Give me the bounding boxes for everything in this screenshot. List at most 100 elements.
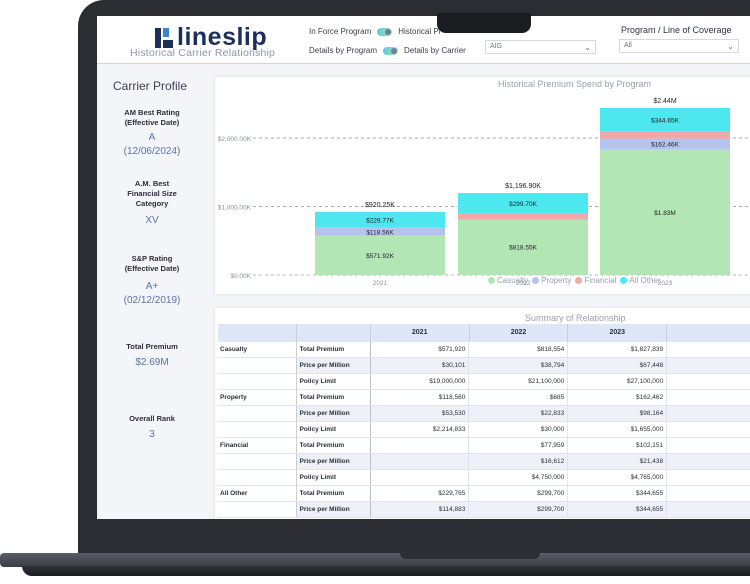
row-metric-label: Total Premium <box>295 342 371 357</box>
row-group-label <box>218 374 296 389</box>
data-label: $1.83M <box>654 210 676 217</box>
legend-label: Financial <box>584 276 617 285</box>
table-row: Policy Limit $4,750,000 $4,765,000 <box>218 470 750 486</box>
legend-label: Property <box>541 276 572 285</box>
legend-dot-icon <box>488 277 495 284</box>
value-cell: $16,612 <box>469 454 569 469</box>
bar-segment <box>600 149 730 275</box>
premium-spend-chart: Historical Premium Spend by Program $0.0… <box>215 77 750 294</box>
table-title: Summary of Relationship <box>525 313 626 323</box>
sp-rating-date: (02/12/2019) <box>123 295 181 306</box>
year-header[interactable]: 2022 <box>470 324 569 342</box>
total-label: $1,196.90K <box>505 183 541 190</box>
data-label: $344.65K <box>651 117 679 124</box>
value-cell <box>667 374 750 389</box>
am-best-label-sub: (Effective Date) <box>124 118 180 127</box>
table-row: Price per Million $53,530 $22,833 $98,164 <box>218 406 750 422</box>
bar-segment <box>458 218 588 275</box>
header-cell <box>295 324 371 342</box>
row-metric-label: Total Premium <box>295 438 371 453</box>
table-header-row: 2021 2022 2023 <box>218 324 750 342</box>
row-group-label <box>218 470 296 485</box>
am-best-date: (12/06/2024) <box>123 146 181 157</box>
row-group-label: Financial <box>220 442 249 449</box>
value-cell: $27,100,000 <box>568 374 668 389</box>
total-label: $920.25K <box>365 202 395 209</box>
report-header: lineslip Historical Carrier Relationship… <box>97 16 750 64</box>
value-cell: $229,765 <box>371 486 470 501</box>
summary-table: 2021 2022 2023 Casualty Total Premium $571… <box>218 324 750 518</box>
brand-name: lineslip <box>177 23 268 51</box>
year-header[interactable]: 2021 <box>371 324 470 342</box>
am-best-rating: AM Best Rating (Effective Date) A (12/06… <box>97 108 207 159</box>
total-label: $2.44M <box>653 98 677 105</box>
toggle-switch-icon[interactable] <box>377 27 393 36</box>
legend-item[interactable]: All Other <box>620 276 661 285</box>
value-cell <box>667 422 750 437</box>
value-cell: $38,794 <box>469 358 569 373</box>
coverage-select[interactable]: All ⌄ <box>619 39 739 53</box>
toggle-details-by-program[interactable]: Details by Program Details by Carrier <box>309 46 466 55</box>
financial-size-value: XV <box>145 215 159 226</box>
row-metric-label: Total Premium <box>295 390 371 405</box>
toggle-in-force-program[interactable]: In Force Program Historical Pr <box>309 27 441 36</box>
row-group-label <box>218 406 296 421</box>
bar-segment <box>315 211 445 228</box>
bar-segment <box>315 235 445 275</box>
row-group-label <box>218 422 296 437</box>
brand-logo: lineslip <box>155 23 267 52</box>
coverage-label: Program / Line of Coverage <box>621 25 732 35</box>
chart-legend: Casualty Property Financial All Other <box>488 276 665 285</box>
row-group-label: Property <box>220 394 247 401</box>
toggle-switch-icon[interactable] <box>383 46 399 55</box>
row-group-label <box>218 454 296 469</box>
row-group-label: All Other <box>220 490 248 497</box>
table-row: Price per Million $16,612 $21,438 <box>218 454 750 470</box>
year-header[interactable]: 2023 <box>568 324 668 342</box>
value-cell <box>371 438 470 453</box>
financial-size-category: A.M. Best Financial Size Category XV <box>97 179 207 228</box>
bar-segment <box>458 213 588 219</box>
laptop-base <box>0 553 750 567</box>
chart-canvas: $0.00K $1,000.00K $2,000.00K $571.92K $118.5… <box>218 98 750 287</box>
table-row: Price per Million $114,883 $299,700 $344,65… <box>218 502 750 518</box>
total-premium: Total Premium $2.69M <box>97 342 207 370</box>
value-cell: $114,883 <box>370 502 470 517</box>
value-cell: $1,655,000 <box>568 422 668 437</box>
value-cell <box>371 470 470 485</box>
value-cell: $4,765,000 <box>568 470 668 485</box>
value-cell: $818,554 <box>469 342 569 357</box>
value-cell: $53,530 <box>370 406 470 421</box>
value-cell <box>667 342 750 357</box>
row-metric-label: Price per Million <box>295 502 371 517</box>
lineslip-logo-icon <box>155 27 173 48</box>
toggle-label: Historical Pr <box>398 27 442 36</box>
carrier-select[interactable]: AIG ⌄ <box>485 40 596 54</box>
value-cell: $162,462 <box>568 390 668 405</box>
value-cell <box>667 390 750 405</box>
value-cell <box>667 358 750 373</box>
x-tick-label: 2021 <box>373 280 388 287</box>
value-cell: $22,833 <box>469 406 569 421</box>
row-metric-label: Policy Limit <box>295 470 371 485</box>
coverage-select-value: All <box>624 42 632 49</box>
overall-rank: Overall Rank 3 <box>97 414 207 442</box>
bar-segment <box>600 108 730 132</box>
am-best-label: AM Best Rating <box>124 108 180 117</box>
value-cell: $685 <box>469 390 569 405</box>
bar-segment <box>600 131 730 139</box>
carrier-profile-title: Carrier Profile <box>113 79 188 93</box>
bar-segment <box>458 218 588 220</box>
value-cell: $4,750,000 <box>469 470 569 485</box>
legend-item[interactable]: Financial <box>575 276 616 285</box>
legend-item[interactable]: Property <box>532 276 571 285</box>
chevron-down-icon: ⌄ <box>727 42 734 51</box>
bar-segment <box>315 227 445 236</box>
value-cell: $19,000,000 <box>371 374 470 389</box>
carrier-profile: Carrier Profile AM Best Rating (Effectiv… <box>97 72 207 519</box>
value-cell <box>667 406 750 421</box>
row-group-label <box>218 502 296 517</box>
table-row: Policy Limit $19,000,000 $21,100,000 $27,10… <box>218 374 750 390</box>
value-cell <box>667 486 750 501</box>
legend-item[interactable]: Casualty <box>488 276 528 285</box>
